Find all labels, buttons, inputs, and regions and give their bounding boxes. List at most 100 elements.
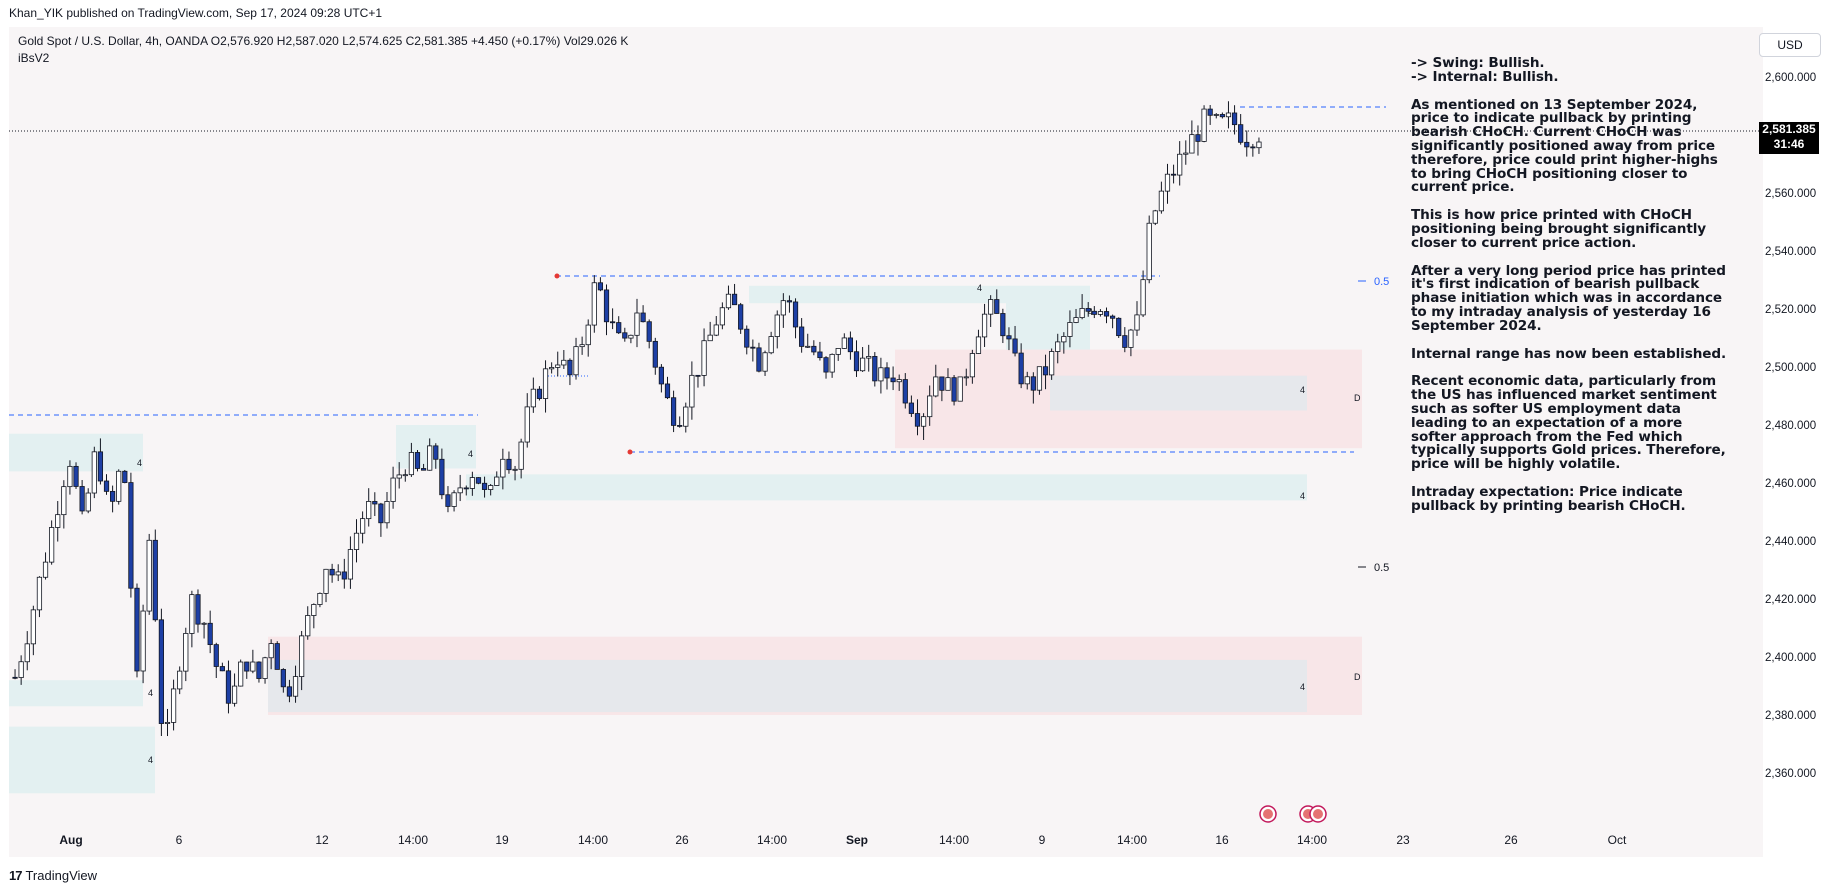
bullish-candle[interactable]	[860, 357, 866, 372]
bullish-candle[interactable]	[488, 485, 494, 490]
bullish-candle[interactable]	[689, 374, 695, 408]
bullish-candle[interactable]	[347, 549, 354, 580]
bullish-candle[interactable]	[866, 356, 872, 359]
bullish-candle[interactable]	[1079, 308, 1085, 319]
bullish-candle[interactable]	[920, 416, 927, 427]
bearish-candle[interactable]	[658, 366, 664, 385]
bullish-candle[interactable]	[719, 307, 725, 326]
bullish-candle[interactable]	[1164, 173, 1171, 192]
bearish-candle[interactable]	[475, 477, 482, 484]
bullish-candle[interactable]	[549, 367, 555, 370]
bearish-candle[interactable]	[738, 304, 744, 330]
bearish-candle[interactable]	[1244, 141, 1250, 148]
bearish-candle[interactable]	[567, 359, 573, 376]
bullish-candle[interactable]	[30, 609, 36, 645]
currency-button[interactable]: USD	[1759, 33, 1821, 57]
bearish-candle[interactable]	[274, 643, 280, 670]
bearish-candle[interactable]	[823, 357, 829, 373]
bearish-candle[interactable]	[1006, 335, 1012, 340]
bullish-candle[interactable]	[1134, 314, 1140, 331]
bearish-candle[interactable]	[597, 282, 604, 291]
bearish-candle[interactable]	[664, 383, 671, 399]
bullish-candle[interactable]	[945, 377, 951, 391]
bullish-candle[interactable]	[1189, 134, 1195, 154]
bullish-candle[interactable]	[164, 721, 171, 724]
bullish-candle[interactable]	[85, 492, 91, 512]
bullish-candle[interactable]	[683, 406, 689, 427]
bearish-candle[interactable]	[414, 452, 421, 469]
bearish-candle[interactable]	[786, 300, 793, 303]
bearish-candle[interactable]	[329, 568, 335, 576]
bearish-candle[interactable]	[994, 299, 1000, 314]
bullish-candle[interactable]	[561, 359, 567, 366]
bullish-candle[interactable]	[384, 501, 390, 524]
bullish-candle[interactable]	[146, 539, 152, 612]
bearish-candle[interactable]	[378, 503, 384, 524]
bullish-candle[interactable]	[963, 376, 969, 379]
bullish-candle[interactable]	[1049, 351, 1055, 376]
bullish-candle[interactable]	[494, 476, 500, 486]
bullish-candle[interactable]	[366, 501, 372, 520]
bullish-candle[interactable]	[701, 340, 707, 376]
bullish-candle[interactable]	[67, 465, 73, 488]
bullish-candle[interactable]	[1183, 152, 1189, 155]
bullish-candle[interactable]	[183, 633, 189, 672]
bullish-candle[interactable]	[469, 477, 475, 489]
bullish-candle[interactable]	[829, 353, 835, 373]
bullish-candle[interactable]	[299, 635, 305, 677]
bearish-candle[interactable]	[207, 622, 213, 646]
bearish-candle[interactable]	[872, 356, 878, 382]
bullish-candle[interactable]	[927, 395, 933, 418]
bullish-candle[interactable]	[1024, 376, 1030, 385]
bearish-candle[interactable]	[890, 377, 896, 383]
bearish-candle[interactable]	[1207, 108, 1213, 116]
bullish-candle[interactable]	[140, 610, 146, 672]
bullish-candle[interactable]	[360, 518, 366, 534]
bullish-candle[interactable]	[457, 487, 463, 494]
bullish-candle[interactable]	[1146, 222, 1152, 281]
bearish-candle[interactable]	[914, 413, 921, 427]
bullish-candle[interactable]	[451, 492, 457, 507]
bullish-candle[interactable]	[762, 352, 768, 372]
bullish-candle[interactable]	[177, 670, 183, 690]
bullish-candle[interactable]	[427, 445, 433, 471]
bearish-candle[interactable]	[744, 328, 750, 348]
bullish-candle[interactable]	[1256, 141, 1262, 149]
bearish-candle[interactable]	[219, 666, 225, 672]
bearish-candle[interactable]	[610, 321, 616, 324]
bearish-candle[interactable]	[1195, 134, 1201, 142]
bullish-candle[interactable]	[55, 514, 61, 528]
bullish-candle[interactable]	[1177, 153, 1183, 176]
bullish-candle[interactable]	[1036, 366, 1043, 391]
bullish-candle[interactable]	[591, 282, 597, 326]
bearish-candle[interactable]	[439, 458, 445, 496]
bearish-candle[interactable]	[79, 486, 85, 512]
bearish-candle[interactable]	[902, 379, 908, 404]
bearish-candle[interactable]	[670, 397, 677, 426]
bearish-candle[interactable]	[341, 571, 347, 580]
bullish-candle[interactable]	[805, 345, 811, 348]
bullish-candle[interactable]	[896, 379, 902, 383]
bearish-candle[interactable]	[481, 482, 488, 490]
bearish-candle[interactable]	[908, 402, 914, 414]
bearish-candle[interactable]	[506, 458, 512, 471]
bearish-candle[interactable]	[951, 377, 957, 402]
bullish-candle[interactable]	[512, 468, 518, 471]
bearish-candle[interactable]	[110, 490, 116, 502]
bullish-candle[interactable]	[981, 313, 988, 338]
bearish-candle[interactable]	[1000, 313, 1006, 337]
bullish-candle[interactable]	[189, 594, 195, 634]
bullish-candle[interactable]	[292, 676, 299, 697]
bearish-candle[interactable]	[652, 340, 658, 368]
bullish-candle[interactable]	[262, 657, 268, 679]
bullish-candle[interactable]	[201, 622, 207, 625]
bearish-candle[interactable]	[695, 374, 701, 377]
bullish-candle[interactable]	[250, 661, 256, 672]
bullish-candle[interactable]	[1128, 329, 1134, 348]
bullish-candle[interactable]	[707, 334, 713, 342]
bullish-candle[interactable]	[408, 452, 414, 476]
bearish-candle[interactable]	[677, 425, 683, 427]
bearish-candle[interactable]	[280, 669, 286, 688]
bearish-candle[interactable]	[799, 326, 805, 347]
bearish-candle[interactable]	[244, 661, 250, 672]
